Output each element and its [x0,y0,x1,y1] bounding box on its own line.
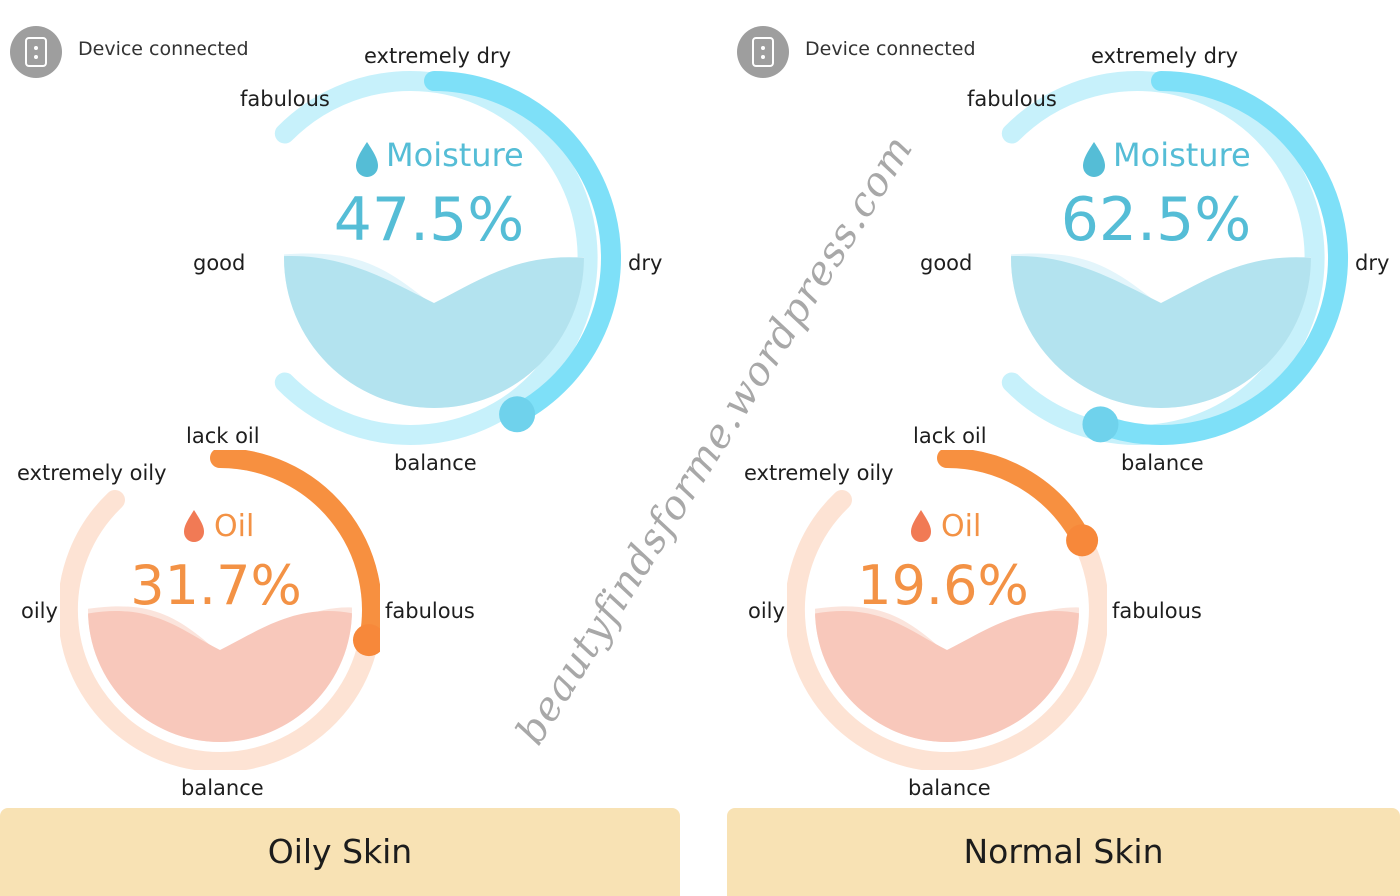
moisture-progress-knob [499,396,536,433]
oil-wave-front [815,611,1079,742]
moisture-label-fabulous: fabulous [967,87,1057,111]
device-icon [737,26,789,78]
oil-title: Oil [941,509,981,544]
oil-label-balance: balance [908,776,991,800]
oil-label-fabulous: fabulous [1112,599,1202,623]
oil-label-oily: oily [748,599,785,623]
panel-oily: Device connected Moisture 47.5% extremel… [0,0,682,896]
oil-label-oily: oily [21,599,58,623]
moisture-progress-arc [424,71,621,425]
oil-title: Oil [214,509,254,544]
moisture-label-balance: balance [394,451,477,475]
result-bar-oily: Oily Skin [0,808,680,896]
moisture-progress-arc [1090,71,1348,445]
oil-wave-front [88,611,352,742]
moisture-label-fabulous: fabulous [240,87,330,111]
oil-label-extremely-oily: extremely oily [744,461,894,485]
moisture-label-dry: dry [628,251,663,275]
result-bar-normal: Normal Skin [727,808,1400,896]
device-icon [10,26,62,78]
oil-label-extremely-oily: extremely oily [17,461,167,485]
moisture-gauge: Moisture 47.5% [274,71,621,445]
moisture-track [274,71,598,445]
oil-progress-knob [1066,524,1099,557]
device-status: Device connected [805,38,976,60]
moisture-label-dry: dry [1355,251,1390,275]
moisture-value: 47.5% [334,185,525,255]
oil-label-lack-oil: lack oil [186,424,260,448]
device-status: Device connected [78,38,249,60]
moisture-value: 62.5% [1061,185,1252,255]
moisture-gauge: Moisture 62.5% [1001,71,1348,445]
oil-value: 31.7% [130,554,302,617]
moisture-label-extremely-dry: extremely dry [364,44,512,68]
oil-progress-knob [352,624,380,657]
oil-label-balance: balance [181,776,264,800]
moisture-title: Moisture [1113,136,1251,174]
oil-progress-arc [937,450,1093,551]
moisture-progress-knob [1082,406,1119,443]
oil-label-fabulous: fabulous [385,599,475,623]
oil-drop-icon [184,510,204,542]
moisture-title: Moisture [386,136,524,174]
water-drop-icon [1083,142,1105,177]
water-drop-icon [356,142,378,177]
moisture-label-balance: balance [1121,451,1204,475]
moisture-label-extremely-dry: extremely dry [1091,44,1239,68]
oil-value: 19.6% [857,554,1029,617]
moisture-label-good: good [920,251,973,275]
oil-gauge: Oil 31.7% [60,450,380,770]
moisture-label-good: good [193,251,246,275]
oil-label-lack-oil: lack oil [913,424,987,448]
panel-normal: Device connected Moisture 62.5% extremel… [727,0,1400,896]
oil-gauge: Oil 19.6% [787,450,1107,770]
oil-progress-arc [210,450,380,651]
oil-drop-icon [911,510,931,542]
